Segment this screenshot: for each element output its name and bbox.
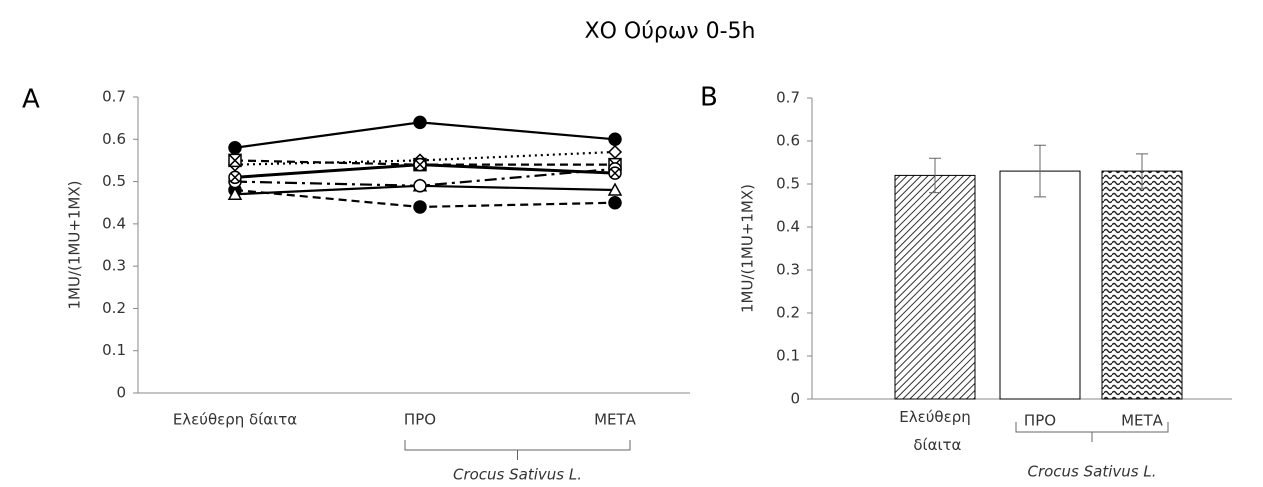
- marker: [227, 186, 243, 201]
- panel-label: A: [22, 85, 40, 115]
- marker: [413, 200, 427, 214]
- bracket: [1015, 422, 1169, 442]
- bracket: [404, 440, 631, 460]
- y-tick-label: 0.7: [102, 88, 126, 106]
- bracket-label: Crocus Sativus L.: [1027, 463, 1156, 481]
- bracket-label: Crocus Sativus L.: [453, 466, 582, 484]
- marker: [228, 170, 242, 185]
- bar: [999, 170, 1081, 400]
- y-tick-label: 0.6: [776, 132, 800, 150]
- y-tick-label: 0.5: [102, 172, 126, 190]
- x-tick-label: ΜΕΤΑ: [594, 411, 637, 429]
- y-tick-label: 0.7: [776, 89, 800, 107]
- y-tick-label: 0.4: [776, 218, 800, 236]
- marker: [607, 182, 623, 196]
- marker: [413, 115, 427, 130]
- y-tick-label: 0.1: [102, 341, 126, 359]
- series-line: [234, 150, 616, 166]
- x-tick-label: ΠΡΟ: [1024, 412, 1056, 430]
- marker: [228, 140, 242, 155]
- marker: [608, 166, 622, 180]
- marker: [413, 179, 427, 193]
- y-tick-label: 0.3: [776, 261, 800, 279]
- marker: [608, 132, 622, 147]
- y-tick-label: 0.2: [102, 299, 126, 317]
- marker: [413, 157, 427, 172]
- y-tick-label: 0.5: [776, 175, 800, 193]
- figure-title: ΧΟ Ούρων 0-5h: [585, 19, 756, 44]
- y-tick-label: 0.3: [102, 257, 126, 275]
- y-tick-label: 0: [790, 390, 800, 408]
- y-tick-label: 0.2: [776, 304, 800, 322]
- x-tick-label: ΜΕΤΑ: [1121, 412, 1164, 430]
- x-tick-label: Ελεύθερη δίαιτα: [173, 411, 297, 429]
- y-tick-label: 0.6: [102, 130, 126, 148]
- marker: [228, 153, 242, 168]
- y-axis-label: 1MU/(1MU+1MX): [739, 184, 757, 313]
- bar: [894, 174, 976, 400]
- x-tick-label: ΠΡΟ: [404, 411, 436, 429]
- marker: [607, 144, 623, 160]
- y-tick-label: 0: [116, 384, 126, 402]
- bar: [1101, 170, 1183, 400]
- x-tick-label: Ελεύθερη δίαιτα: [899, 408, 970, 454]
- marker: [608, 195, 622, 210]
- error-bar: [929, 157, 941, 194]
- error-bar: [1034, 144, 1046, 198]
- panel-label: B: [700, 83, 718, 113]
- y-tick-label: 0.4: [102, 214, 126, 232]
- y-axis-label: 1MU/(1MU+1MX): [66, 180, 84, 309]
- error-bar: [1136, 153, 1148, 189]
- y-tick-label: 0.1: [776, 347, 800, 365]
